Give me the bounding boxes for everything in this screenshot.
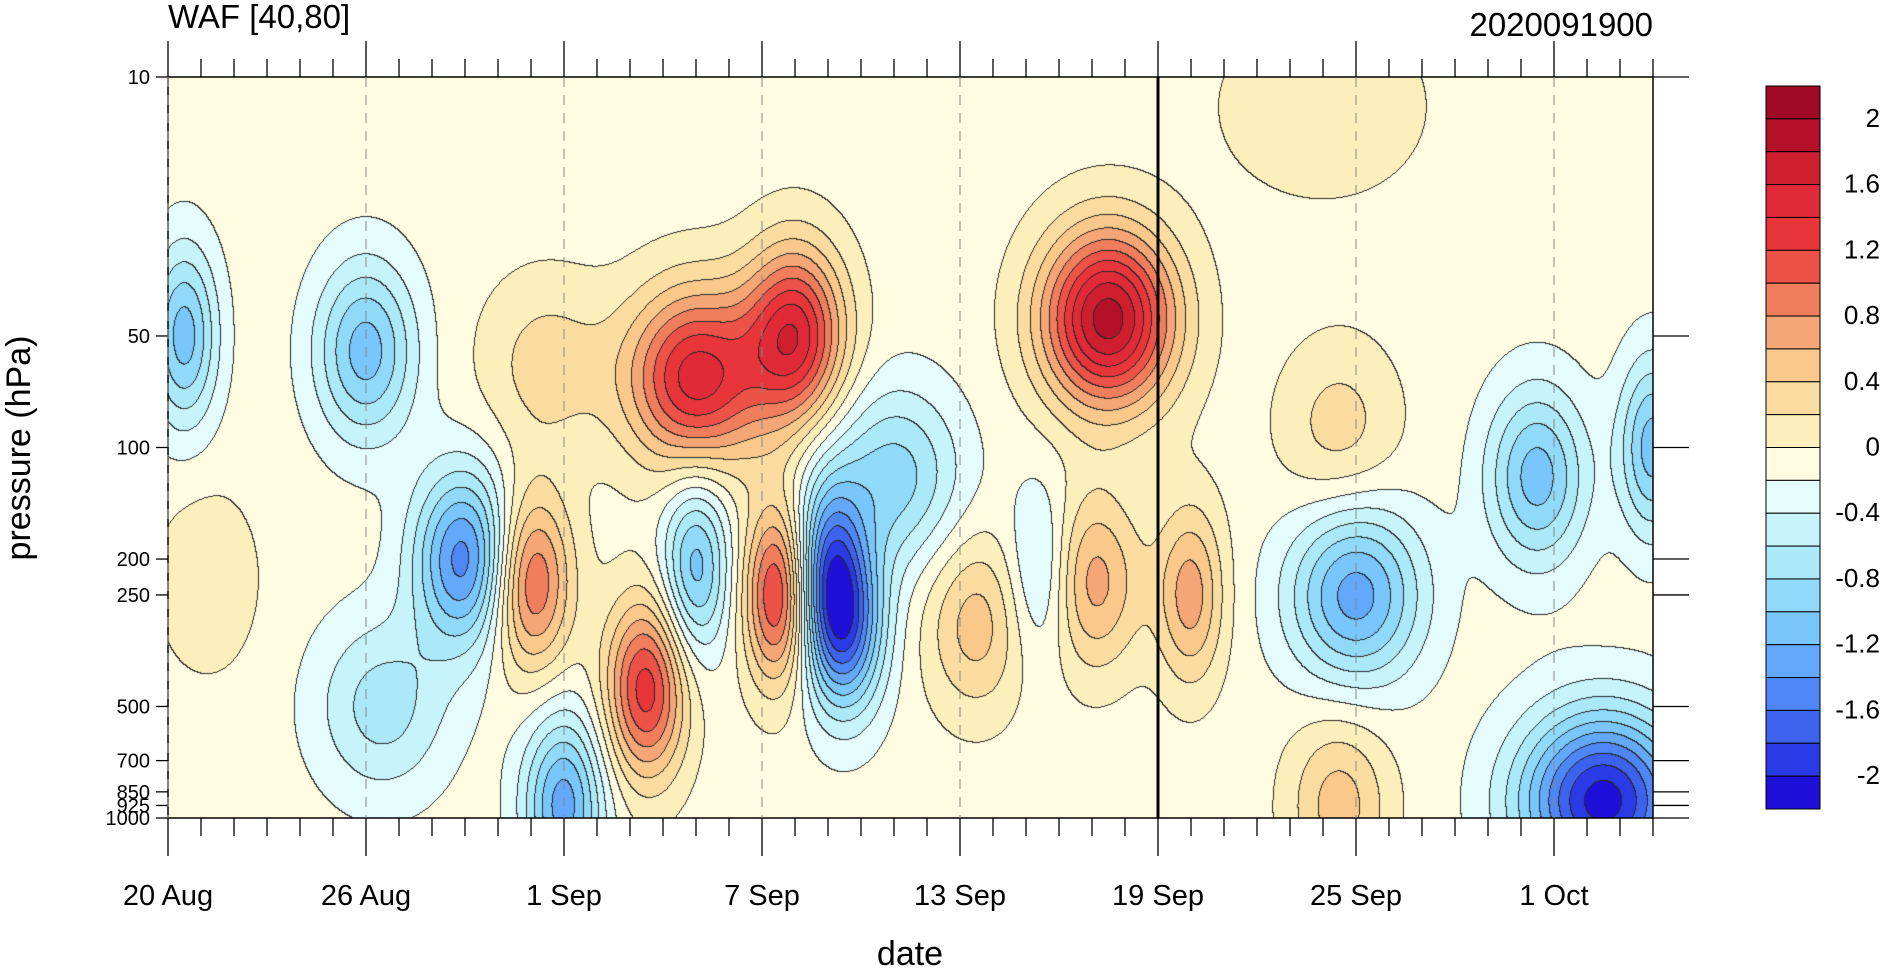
- y-tick-label: 250: [117, 585, 150, 607]
- colorbar-swatch: [1765, 578, 1821, 613]
- colorbar-swatch: [1765, 151, 1821, 186]
- colorbar-swatch: [1765, 85, 1821, 120]
- x-tick-label: 1 Oct: [1519, 880, 1588, 912]
- colorbar-swatch: [1765, 282, 1821, 317]
- y-tick-label: 10: [128, 67, 150, 89]
- chart-title-left: WAF [40,80]: [168, 0, 350, 35]
- contour-image: [168, 77, 1653, 818]
- y-tick-label: 925: [117, 795, 150, 817]
- colorbar-swatch: [1765, 742, 1821, 777]
- colorbar-swatch: [1765, 479, 1821, 514]
- colorbar-swatch: [1765, 677, 1821, 711]
- colorbar-label: 1.2: [1844, 234, 1880, 264]
- y-tick-label: 50: [128, 326, 150, 348]
- colorbar-swatch: [1765, 118, 1821, 153]
- colorbar-label: -1.6: [1835, 694, 1880, 724]
- colorbar: 2 1.6 1.2 0.8 0.4 0 -0.4 -0.8 -1.2 -1.6 -2: [1765, 85, 1880, 810]
- colorbar-swatch: [1765, 381, 1821, 416]
- contour-field: [168, 77, 1653, 818]
- y-tick-label: 200: [117, 549, 150, 571]
- x-tick-label: 7 Sep: [724, 880, 800, 912]
- x-tick-label: 19 Sep: [1112, 880, 1204, 912]
- x-tick-label: 1 Sep: [526, 880, 602, 912]
- colorbar-swatch: [1765, 545, 1821, 580]
- colorbar-swatch: [1765, 512, 1821, 547]
- y-tick-label: 1000: [106, 808, 151, 830]
- colorbar-label: -2: [1857, 760, 1880, 790]
- x-tick-label: 25 Sep: [1310, 880, 1402, 912]
- colorbar-swatch: [1765, 184, 1821, 218]
- colorbar-swatch: [1765, 216, 1821, 251]
- x-tick-label: 13 Sep: [914, 880, 1006, 912]
- colorbar-swatch: [1765, 315, 1821, 350]
- colorbar-swatch: [1765, 249, 1821, 284]
- y-tick-label: 100: [117, 438, 150, 460]
- y-axis-label: pressure (hPa): [0, 336, 38, 561]
- colorbar-swatch: [1765, 775, 1821, 810]
- colorbar-swatch: [1765, 348, 1821, 383]
- x-tick-label: 26 Aug: [321, 880, 411, 912]
- colorbar-swatch: [1765, 709, 1821, 744]
- colorbar-label: 0: [1866, 432, 1880, 462]
- colorbar-swatch: [1765, 644, 1821, 679]
- colorbar-swatch: [1765, 414, 1821, 448]
- chart-title-right: 2020091900: [1469, 6, 1653, 43]
- colorbar-label: 2: [1866, 103, 1880, 133]
- colorbar-swatch: [1765, 611, 1821, 646]
- x-axis-label: date: [877, 935, 943, 969]
- colorbar-label: -0.4: [1835, 497, 1880, 527]
- y-tick-label: 700: [117, 751, 150, 773]
- y-tick-label: 500: [117, 696, 150, 718]
- colorbar-label: 0.4: [1844, 366, 1880, 396]
- x-tick-label: 20 Aug: [123, 880, 213, 912]
- y-tick-label: 850: [117, 782, 150, 804]
- colorbar-label: 1.6: [1844, 169, 1880, 199]
- colorbar-label: -1.2: [1835, 629, 1880, 659]
- x-axis: 20 Aug 26 Aug 1 Sep 7 Sep 13 Sep 19 Sep 25 Sep…: [123, 41, 1654, 912]
- colorbar-label: 0.8: [1844, 300, 1880, 330]
- colorbar-swatch: [1765, 447, 1821, 481]
- colorbar-label: -0.8: [1835, 563, 1880, 593]
